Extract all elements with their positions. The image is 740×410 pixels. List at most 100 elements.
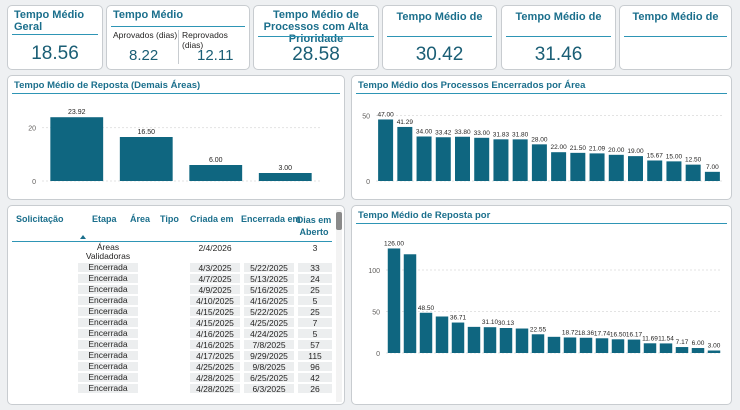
cell-highlight [190,274,240,283]
cell-dias: 5 [312,296,318,306]
bar [685,164,701,181]
cell-criada: 4/17/2025 [196,351,234,361]
table-row[interactable]: Encerrada 4/16/2025 7/8/2025 57 [8,339,334,350]
cell-highlight [244,329,294,338]
table-scrollbar[interactable] [336,210,342,402]
bar [643,343,657,353]
table-row[interactable]: Encerrada 4/3/2025 5/22/2025 33 [8,262,334,273]
kpi-card-6: Tempo Médio de [619,5,732,70]
cell-criada: 4/15/2025 [196,318,234,328]
cell-highlight [78,274,138,283]
bar [451,322,465,353]
cell-highlight [78,285,138,294]
kpi-card-4: Tempo Médio de 30.42 [382,5,497,70]
cell-criada: 4/28/2025 [196,373,234,383]
data-label: 34.00 [416,128,433,135]
y-tick-label: 100 [368,268,380,275]
cell-encerrada: 4/25/2025 [250,318,288,328]
table-row[interactable]: Encerrada 4/16/2025 4/24/2025 5 [8,328,334,339]
data-label: 48.50 [418,305,435,312]
bar [512,139,528,181]
cell-highlight [190,329,240,338]
data-label: 3.00 [708,343,721,350]
data-label: 28.00 [531,136,548,143]
y-tick-label: 0 [366,179,370,186]
data-label: 18.72 [562,329,579,336]
col-header-etapa[interactable]: Etapa [92,214,117,224]
cell-criada: 4/16/2025 [196,329,234,339]
kpi-card-5: Tempo Médio de 31.46 [501,5,616,70]
bar [666,161,682,181]
data-label: 16.50 [137,129,155,136]
cell-etapa: Encerrada [88,350,128,360]
data-label: 31.10 [482,319,499,326]
bar [493,139,509,181]
table-row[interactable]: Áreas Validadoras 2/4/2026 3 [8,242,334,262]
data-label: 7.00 [706,164,719,171]
data-label: 15.67 [647,152,664,159]
bar [647,160,663,181]
table-row[interactable]: Encerrada 4/9/2025 5/16/2025 25 [8,284,334,295]
data-label: 17.74 [594,330,611,337]
data-label: 47.00 [377,111,394,118]
bar [589,153,605,181]
cell-etapa: Encerrada [88,284,128,294]
col-header-tipo[interactable]: Tipo [160,214,179,224]
table-scrollbar-thumb[interactable] [336,212,342,230]
data-label: 21.09 [589,145,606,152]
col-header-encerrada[interactable]: Encerrada em [241,214,301,224]
cell-highlight [298,285,332,294]
kpi-alta-rule [258,36,374,37]
cell-criada: 4/3/2025 [198,263,232,273]
table-row[interactable]: Encerrada 4/15/2025 4/25/2025 7 [8,317,334,328]
cell-criada: 4/10/2025 [196,296,234,306]
col-header-criada[interactable]: Criada em [190,214,234,224]
cell-dias: 24 [310,274,320,284]
cell-highlight [190,362,240,371]
bar [499,328,513,353]
table-row[interactable]: Encerrada 4/15/2025 5/22/2025 25 [8,306,334,317]
cell-highlight [244,362,294,371]
table-row[interactable]: Encerrada 4/28/2025 6/25/2025 42 [8,372,334,383]
cell-criada: 4/16/2025 [196,340,234,350]
data-label: 16.17 [626,332,643,339]
bar [570,152,586,181]
cell-dias: 115 [308,351,322,361]
table-row[interactable]: Encerrada 4/17/2025 9/29/2025 115 [8,350,334,361]
table-row[interactable]: Encerrada 4/7/2025 5/13/2025 24 [8,273,334,284]
kpi-alta-title: Tempo Médio de Processos com Alta Priori… [263,9,369,45]
bar [659,343,673,353]
aprovados-value: 8.22 [129,47,159,64]
bar [474,137,490,181]
cell-criada: 4/28/2025 [196,384,234,394]
data-label: 22.55 [530,326,547,333]
cell-etapa: Encerrada [88,306,128,316]
data-label: 41.29 [397,119,414,126]
cell-dias: 42 [310,373,320,383]
reprovados-value: 12.11 [197,47,234,64]
bar [119,137,173,181]
cell-highlight [78,351,138,360]
kpi-medio-divider [178,30,179,64]
table-row[interactable]: Encerrada 4/25/2025 9/8/2025 96 [8,361,334,372]
data-label: 21.50 [570,145,587,152]
kpi-card-geral: Tempo Médio Geral 18.56 [7,5,103,70]
bar [579,337,593,353]
cell-encerrada: 5/13/2025 [250,274,288,284]
table-row[interactable]: Encerrada 4/28/2025 6/3/2025 26 [8,383,334,394]
reprovados-label: Reprovados (dias) [182,30,228,50]
data-label: 6.00 [692,340,705,347]
sort-ascending-icon[interactable] [80,235,86,239]
kpi-card-alta-prioridade: Tempo Médio de Processos com Alta Priori… [253,5,379,70]
data-label: 30.13 [498,320,515,327]
col-header-area[interactable]: Área [130,214,151,224]
cell-highlight [298,329,332,338]
data-label: 33.00 [474,130,491,137]
panel-demais-title: Tempo Médio de Reposta (Demais Áreas) [14,80,201,91]
col-header-solicitacao[interactable]: Solicitação [16,214,64,224]
y-tick-label: 0 [376,351,380,358]
table-row[interactable]: Encerrada 4/10/2025 4/16/2025 5 [8,295,334,306]
data-label: 3.00 [278,165,292,172]
cell-highlight [78,307,138,316]
col-header-dias[interactable]: Dias em Aberto [296,215,332,237]
